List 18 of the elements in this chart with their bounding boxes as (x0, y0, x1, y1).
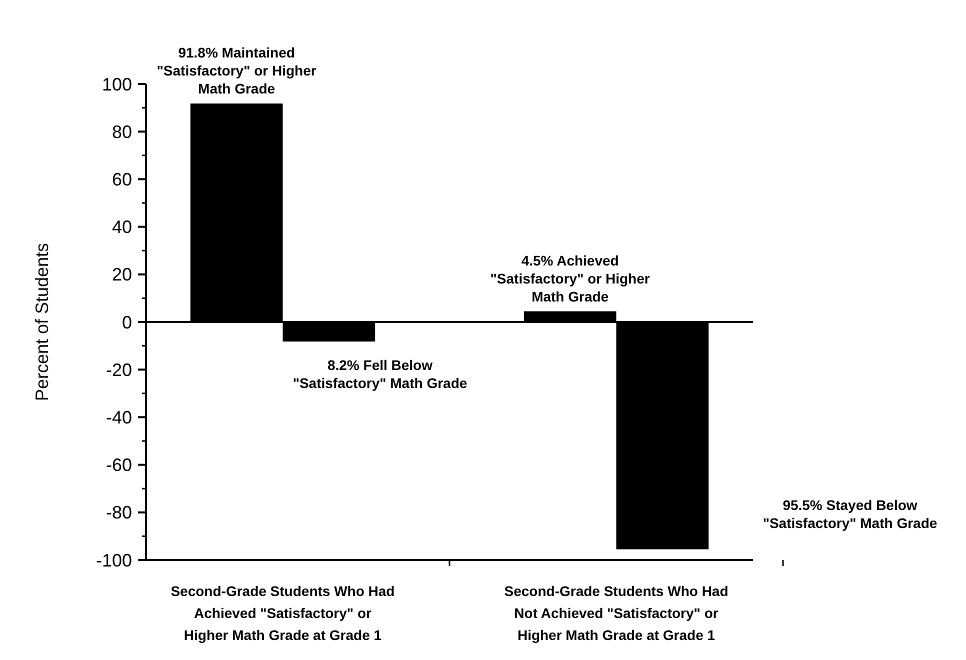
y-axis-title: Percent of Students (32, 242, 52, 402)
y-tick-label: 0 (122, 312, 132, 332)
annotation: 8.2% Fell Below "Satisfactory" Math Grade (292, 357, 468, 391)
x-tick-label: Second-Grade Students Who Had Achieved "Satisfactory" or Higher Math Grade at Grade 1 (170, 583, 395, 643)
annotation: 91.8% Maintained "Satisfactory" or Higher Math Grade (156, 44, 317, 97)
y-tick-label: -20 (106, 360, 132, 380)
y-tick-label: 80 (112, 122, 132, 142)
annotation: 4.5% Achieved "Satisfactory" or Higher Math Grade (490, 252, 650, 304)
y-tick-label: 40 (112, 217, 132, 238)
y-tick-label: 60 (112, 170, 132, 190)
y-tick-label: -80 (106, 502, 132, 523)
x-tick-label: Second-Grade Students Who Had Not Achieved "Satisfactory" or Higher Math Grade at Grade 1 (504, 583, 728, 643)
y-tick-label: -100 (96, 550, 132, 570)
y-tick-label: 20 (112, 264, 132, 285)
y-tick-label: -60 (106, 455, 132, 476)
y-tick-label: -40 (106, 408, 132, 428)
y-tick-label: 100 (102, 74, 132, 94)
text: 95.5% Stayed Below "Satisfactory" Math Grade (762, 497, 938, 531)
